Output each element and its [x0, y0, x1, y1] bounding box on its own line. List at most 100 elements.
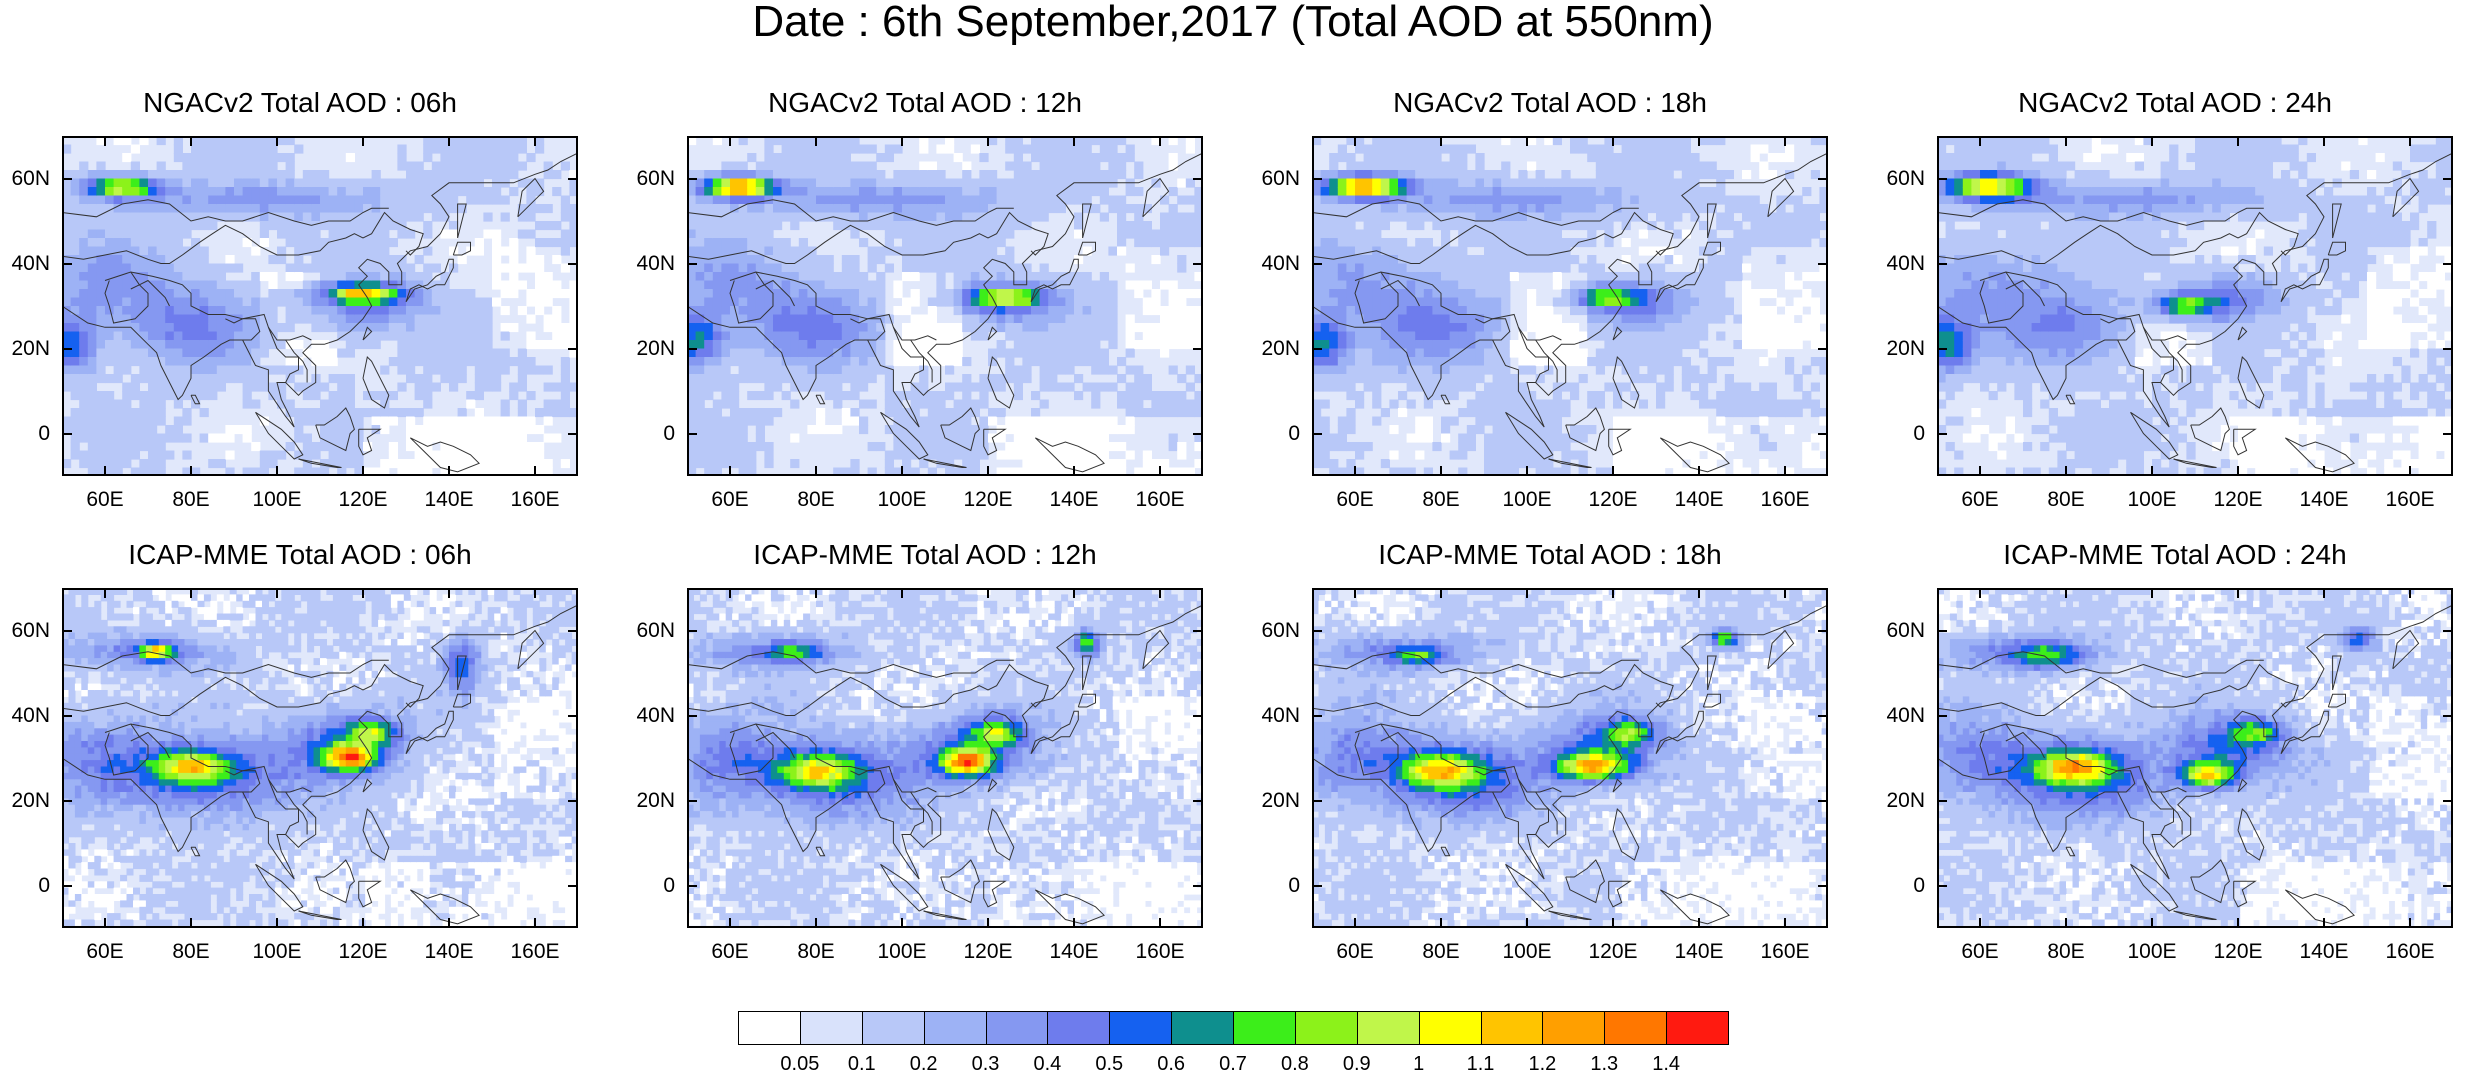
lon-tick [901, 588, 903, 598]
lon-tick [1526, 466, 1528, 476]
lon-tick [1979, 588, 1981, 598]
panel-title: ICAP-MME Total AOD : 06h [0, 540, 600, 570]
aod-map [1312, 136, 1828, 476]
lat-tick-label: 40N [1875, 252, 1925, 276]
lon-tick [1073, 918, 1075, 928]
aod-field [1937, 588, 2453, 928]
aod-field [1937, 136, 2453, 476]
panel-title: NGACv2 Total AOD : 12h [625, 88, 1225, 118]
lat-tick-label: 20N [1250, 337, 1300, 361]
lon-tick [448, 136, 450, 146]
lat-tick [1312, 178, 1322, 180]
colorbar-label: 0.3 [956, 1053, 1016, 1075]
lon-tick [729, 588, 731, 598]
lon-tick [2237, 136, 2239, 146]
lat-tick [62, 178, 72, 180]
lon-tick [104, 588, 106, 598]
lat-tick [687, 348, 697, 350]
colorbar-swatch [1233, 1011, 1296, 1045]
lon-tick [362, 466, 364, 476]
colorbar-label: 1.2 [1512, 1053, 1572, 1075]
lon-tick [1526, 918, 1528, 928]
lon-tick [1526, 136, 1528, 146]
lon-tick-label: 160E [1125, 940, 1195, 964]
lon-tick-label: 100E [242, 488, 312, 512]
lat-tick [1818, 715, 1828, 717]
lon-tick [1784, 918, 1786, 928]
lon-tick [815, 588, 817, 598]
lon-tick-label: 60E [1320, 488, 1390, 512]
lat-tick [1312, 715, 1322, 717]
lat-tick [568, 348, 578, 350]
lon-tick-label: 80E [781, 488, 851, 512]
lat-tick [1193, 800, 1203, 802]
lon-tick [729, 466, 731, 476]
lon-tick [448, 466, 450, 476]
lat-tick [568, 178, 578, 180]
lat-tick [1937, 433, 1947, 435]
lat-tick [1818, 178, 1828, 180]
lat-tick-label: 0 [625, 874, 675, 898]
colorbar-swatch [1419, 1011, 1482, 1045]
lat-tick-label: 40N [1250, 252, 1300, 276]
lon-tick [2151, 136, 2153, 146]
lon-tick [1612, 588, 1614, 598]
colorbar-swatch [1481, 1011, 1544, 1045]
lon-tick-label: 160E [500, 940, 570, 964]
lon-tick-label: 160E [1750, 940, 1820, 964]
lon-tick-label: 60E [70, 488, 140, 512]
colorbar-boxes [738, 1011, 1728, 1045]
aod-map [1312, 588, 1828, 928]
lon-tick [1440, 136, 1442, 146]
lat-tick [1818, 263, 1828, 265]
lon-tick [276, 918, 278, 928]
lon-tick [104, 136, 106, 146]
lat-tick-label: 20N [1250, 789, 1300, 813]
lon-tick [2151, 588, 2153, 598]
lon-tick-label: 140E [1664, 940, 1734, 964]
lon-tick [815, 466, 817, 476]
lon-tick [1159, 588, 1161, 598]
lon-tick [901, 918, 903, 928]
lon-tick [1698, 918, 1700, 928]
lon-tick [1354, 918, 1356, 928]
lat-tick [1937, 715, 1947, 717]
lon-tick-label: 160E [2375, 940, 2445, 964]
colorbar-swatch [1357, 1011, 1420, 1045]
lon-tick [362, 918, 364, 928]
lat-tick [1937, 348, 1947, 350]
lon-tick [987, 466, 989, 476]
lon-tick [2065, 136, 2067, 146]
lon-tick [1440, 588, 1442, 598]
lon-tick [1784, 466, 1786, 476]
lon-tick [190, 466, 192, 476]
lon-tick-label: 80E [1406, 488, 1476, 512]
lon-tick-label: 100E [1492, 940, 1562, 964]
lon-tick-label: 140E [414, 488, 484, 512]
lon-tick [1354, 588, 1356, 598]
lat-tick-label: 0 [0, 422, 50, 446]
lat-tick-label: 0 [1250, 874, 1300, 898]
lon-tick [2237, 466, 2239, 476]
lon-tick-label: 80E [156, 488, 226, 512]
panel-title: ICAP-MME Total AOD : 12h [625, 540, 1225, 570]
lat-tick [1312, 348, 1322, 350]
lon-tick-label: 120E [328, 940, 398, 964]
lon-tick [729, 136, 731, 146]
lon-tick-label: 100E [242, 940, 312, 964]
lon-tick-label: 80E [781, 940, 851, 964]
lon-tick [190, 918, 192, 928]
panel-title: ICAP-MME Total AOD : 24h [1875, 540, 2466, 570]
lon-tick [2323, 918, 2325, 928]
lat-tick [1818, 630, 1828, 632]
lon-tick [190, 588, 192, 598]
colorbar-swatch [986, 1011, 1049, 1045]
lat-tick-label: 20N [1875, 789, 1925, 813]
lat-tick-label: 40N [1250, 704, 1300, 728]
lat-tick [1193, 630, 1203, 632]
colorbar-label: 1 [1389, 1053, 1449, 1075]
lon-tick [1440, 918, 1442, 928]
aod-field [687, 588, 1203, 928]
